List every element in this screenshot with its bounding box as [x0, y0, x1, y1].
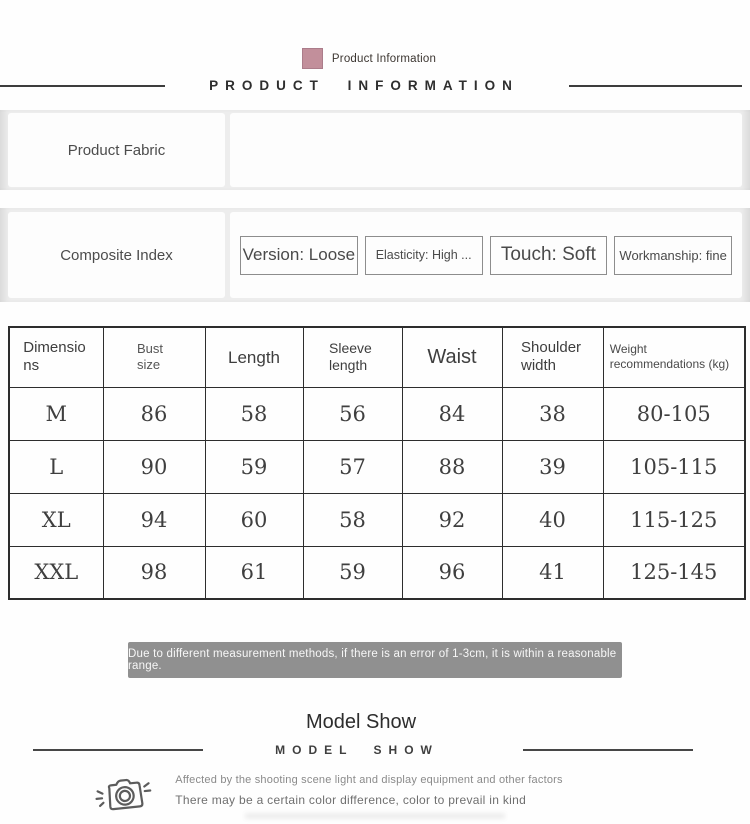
cell-length: 60: [204, 492, 304, 547]
model-line-right: [522, 749, 693, 751]
cell-sleeve: 58: [302, 492, 403, 547]
color-disclaimer: Affected by the shooting scene light and…: [0, 771, 702, 819]
faint-smudge: [245, 813, 506, 819]
measurement-notice-text: Due to different measurement methods, if…: [128, 648, 617, 672]
composite-index-label-card: Composite Index: [8, 212, 225, 298]
model-show-title: Model Show: [305, 711, 417, 733]
table-row-m: M 86 58 56 84 38 80-105: [8, 386, 746, 441]
col-header-weight: Weight recommendations (kg): [602, 326, 746, 388]
col-header-waist: Waist: [401, 326, 503, 388]
cell-bust: 98: [102, 545, 206, 600]
product-fabric-section: Product Fabric: [0, 110, 750, 190]
cell-length: 58: [204, 386, 304, 441]
cell-weight: 80-105: [602, 386, 746, 441]
badge-elasticity: Elasticity: High ...: [364, 235, 483, 275]
model-show-subheading: MODEL SHOW: [0, 743, 738, 757]
product-fabric-value-card: [230, 113, 742, 187]
size-table-header-row: Dimensions Bust size Length Sleeve lengt…: [8, 326, 746, 388]
cell-bust: 94: [102, 492, 206, 547]
table-row-xl: XL 94 60 58 92 40 115-125: [8, 492, 746, 547]
cell-length: 59: [204, 439, 304, 494]
cell-sleeve: 56: [302, 386, 403, 441]
badge-version: Version: Loose: [240, 235, 358, 275]
badge-workmanship: Workmanship: fine: [614, 235, 732, 275]
col-header-length: Length: [204, 326, 304, 388]
col-header-sleeve: Sleeve length: [302, 326, 403, 388]
col-header-dimensions: Dimensions: [8, 326, 104, 388]
camera-icon: [89, 770, 159, 823]
cell-shoulder: 41: [501, 545, 604, 600]
cell-weight: 115-125: [602, 492, 746, 547]
cell-size: L: [8, 439, 104, 494]
badge-touch: Touch: Soft: [489, 235, 608, 275]
table-row-l: L 90 59 57 88 39 105-115: [8, 439, 746, 494]
col-header-bust: Bust size: [102, 326, 206, 388]
composite-index-badges: Version: Loose Elasticity: High ... Touc…: [230, 212, 742, 298]
pink-square-icon: [301, 48, 323, 69]
cell-size: XXL: [8, 545, 104, 600]
disclaimer-text-block: Affected by the shooting scene light and…: [175, 771, 563, 819]
header-badge-row: Product Information: [0, 48, 744, 69]
cell-waist: 96: [401, 545, 503, 600]
product-fabric-label: Product Fabric: [67, 141, 166, 159]
col-header-shoulder: Shoulder width: [501, 326, 604, 388]
cell-size: M: [8, 386, 104, 441]
cell-shoulder: 39: [501, 439, 604, 494]
heading-line-left: [0, 84, 166, 87]
section-heading-product-information: PRODUCT INFORMATION: [0, 78, 742, 93]
cell-size: XL: [8, 492, 104, 547]
heading-line-right: [568, 84, 742, 87]
page-title: PRODUCT INFORMATION: [209, 78, 519, 93]
cell-weight: 105-115: [602, 439, 746, 494]
cell-bust: 90: [102, 439, 206, 494]
composite-index-section: Composite Index Version: Loose Elasticit…: [0, 208, 750, 302]
cell-waist: 92: [401, 492, 503, 547]
cell-waist: 84: [401, 386, 503, 441]
composite-index-label: Composite Index: [60, 246, 173, 264]
cell-shoulder: 38: [501, 386, 604, 441]
disclaimer-line-1: Affected by the shooting scene light and…: [175, 774, 563, 786]
model-line-left: [33, 749, 204, 751]
cell-length: 61: [204, 545, 304, 600]
cell-sleeve: 59: [302, 545, 403, 600]
cell-sleeve: 57: [302, 439, 403, 494]
cell-shoulder: 40: [501, 492, 604, 547]
measurement-notice-banner: Due to different measurement methods, if…: [128, 642, 622, 678]
size-table: Dimensions Bust size Length Sleeve lengt…: [8, 326, 746, 600]
cell-bust: 86: [102, 386, 206, 441]
header-badge-label: Product Information: [331, 52, 437, 65]
table-row-xxl: XXL 98 61 59 96 41 125-145: [8, 545, 746, 600]
cell-waist: 88: [401, 439, 503, 494]
product-fabric-label-card: Product Fabric: [8, 113, 225, 187]
model-show-subtitle: MODEL SHOW: [275, 743, 439, 757]
disclaimer-line-2: There may be a certain color difference,…: [175, 793, 527, 807]
cell-weight: 125-145: [602, 545, 746, 600]
